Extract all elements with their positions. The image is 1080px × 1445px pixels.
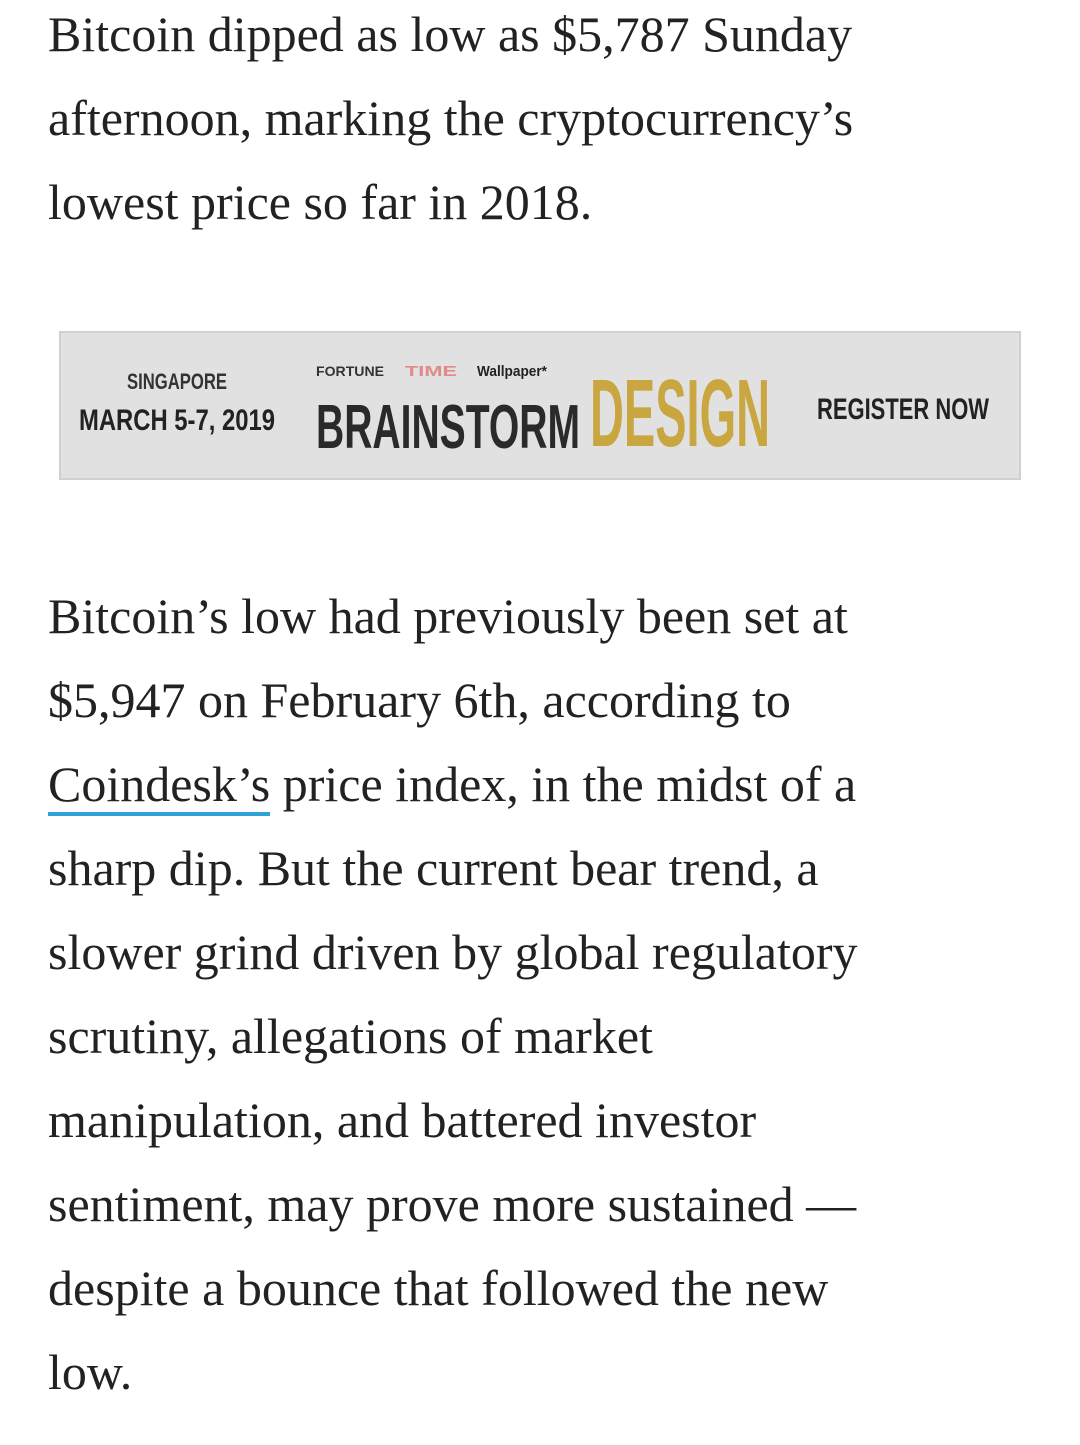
ad-background[interactable] <box>59 331 1021 480</box>
text: lowest price so far in 2018. <box>48 174 593 230</box>
ad-dates[interactable]: MARCH 5-7, 2019 <box>79 404 275 437</box>
ad-brand[interactable]: TIME <box>405 363 457 380</box>
ad-cta[interactable]: REGISTER NOW <box>817 393 989 426</box>
text: Bitcoin dipped as low as $5,787 Sunday <box>48 6 853 62</box>
text-line: afternoon, marking the cryptocurrency’s <box>48 76 853 160</box>
text-line: low. <box>48 1330 132 1414</box>
text: afternoon, marking the cryptocurrency’s <box>48 90 854 146</box>
ad-banner[interactable]: SINGAPORE MARCH 5-7, 2019 FORTUNE TIME W… <box>59 331 1021 480</box>
text-line: sentiment, may prove more sustained — <box>48 1162 856 1246</box>
text: despite a bounce that followed the new <box>48 1260 829 1316</box>
text-line: $5,947 on February 6th, according to <box>48 658 791 742</box>
link[interactable]: Coindesk’s <box>48 757 271 816</box>
ad-brand[interactable]: Wallpaper* <box>477 363 547 380</box>
text: slower grind driven by global regulatory <box>48 924 858 980</box>
ad-event[interactable]: BRAINSTORM <box>316 393 580 462</box>
text-line: slower grind driven by global regulatory <box>48 910 858 994</box>
text: sharp dip. But the current bear trend, a <box>48 840 819 896</box>
text: manipulation, and battered investor <box>48 1092 757 1148</box>
text: scrutiny, allegations of market <box>48 1008 653 1064</box>
text-line: despite a bounce that followed the new <box>48 1246 828 1330</box>
text-line: Coindesk’s price index, in the midst of … <box>48 742 856 826</box>
text-line: manipulation, and battered investor <box>48 1078 756 1162</box>
text: price index, in the midst of a <box>282 756 857 812</box>
text: $5,947 on February 6th, according to <box>48 672 791 728</box>
text-line: lowest price so far in 2018. <box>48 160 592 244</box>
text: low. <box>48 1344 133 1400</box>
ad-event-accent[interactable]: DESIGN <box>590 360 770 467</box>
ad-brand[interactable]: FORTUNE <box>316 363 384 379</box>
ad-location[interactable]: SINGAPORE <box>127 369 227 394</box>
text-line: Bitcoin dipped as low as $5,787 Sunday <box>48 0 852 76</box>
text: sentiment, may prove more sustained — <box>48 1176 857 1232</box>
text-line: Bitcoin’s low had previously been set at <box>48 574 848 658</box>
text: Bitcoin’s low had previously been set at <box>48 588 848 644</box>
text-line: sharp dip. But the current bear trend, a <box>48 826 819 910</box>
text-line: scrutiny, allegations of market <box>48 994 653 1078</box>
